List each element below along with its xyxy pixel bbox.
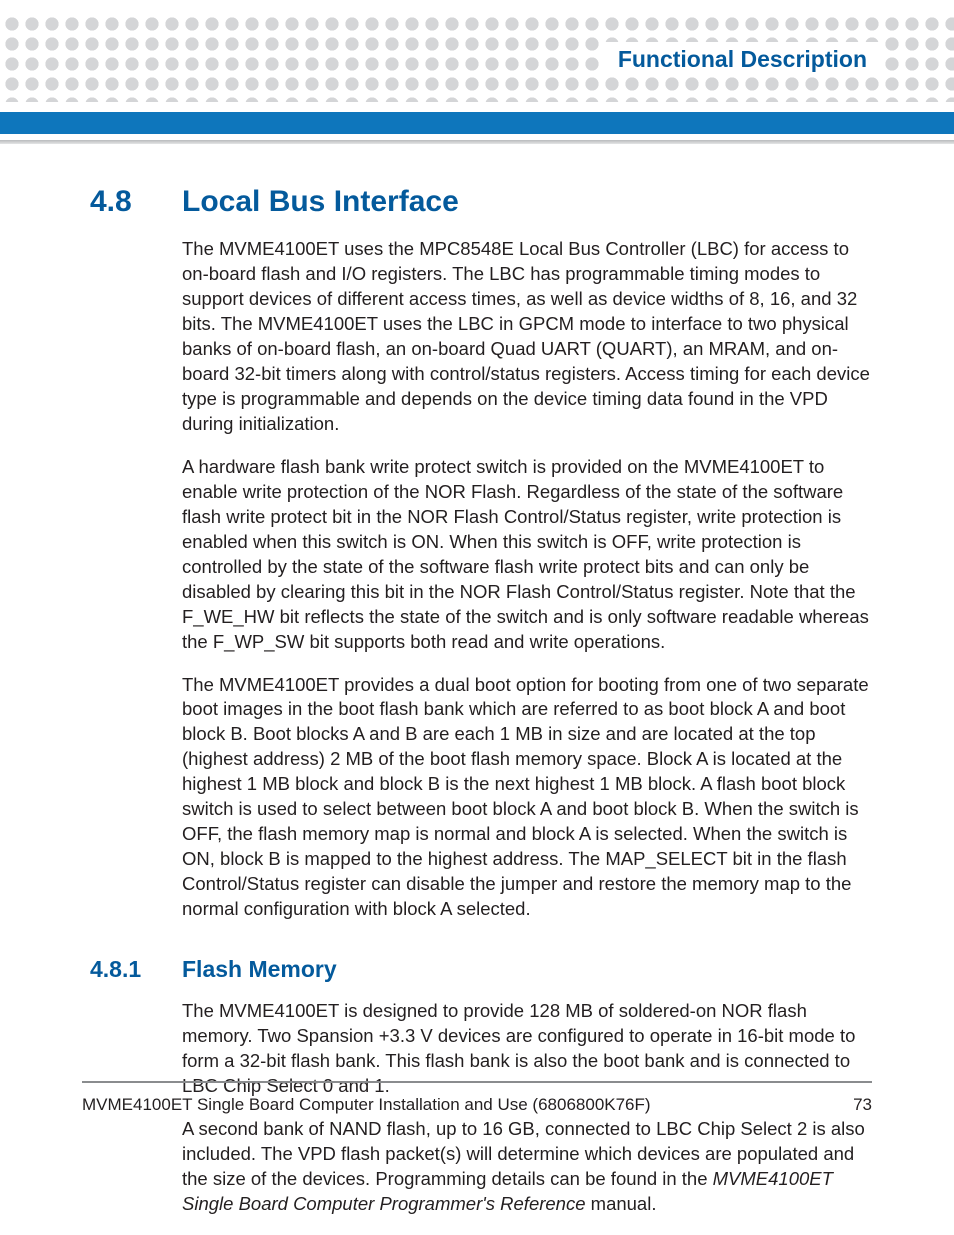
section-title: Local Bus Interface	[182, 185, 459, 219]
subsection-heading: 4.8.1 Flash Memory	[90, 956, 880, 983]
header-separator	[0, 140, 954, 144]
footer-rule	[82, 1081, 872, 1083]
page-footer: MVME4100ET Single Board Computer Install…	[82, 1095, 872, 1115]
subsection-number: 4.8.1	[90, 956, 182, 983]
section-number: 4.8	[90, 185, 182, 219]
section-heading: 4.8 Local Bus Interface	[90, 185, 880, 219]
running-header: Functional Description	[600, 42, 879, 77]
body-paragraph: A hardware flash bank write protect swit…	[182, 455, 880, 655]
body-paragraph: The MVME4100ET uses the MPC8548E Local B…	[182, 237, 880, 437]
body-paragraph: The MVME4100ET is designed to provide 12…	[182, 999, 880, 1099]
header-accent-bar	[0, 112, 954, 134]
text-run: manual.	[586, 1193, 657, 1214]
body-paragraph: A second bank of NAND flash, up to 16 GB…	[182, 1117, 880, 1217]
body-paragraph: The MVME4100ET provides a dual boot opti…	[182, 673, 880, 923]
footer-text: MVME4100ET Single Board Computer Install…	[82, 1095, 651, 1115]
page-number: 73	[853, 1095, 872, 1115]
subsection-title: Flash Memory	[182, 956, 337, 983]
running-header-text: Functional Description	[618, 46, 867, 72]
page-content: 4.8 Local Bus Interface The MVME4100ET u…	[90, 185, 880, 1235]
